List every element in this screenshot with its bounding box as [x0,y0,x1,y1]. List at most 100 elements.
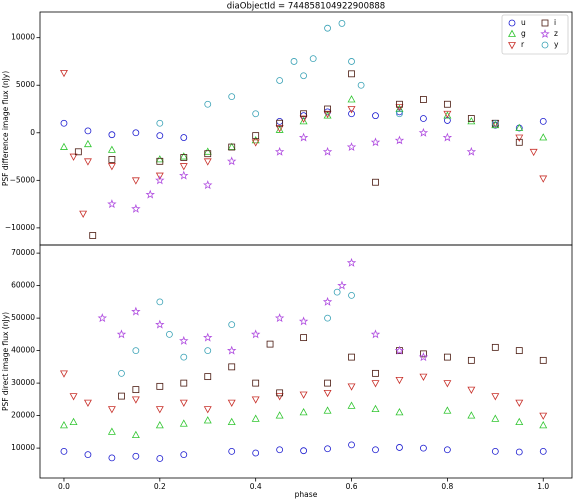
point [515,417,524,426]
point [491,119,499,127]
point [275,125,284,133]
point [467,117,476,125]
point [107,406,116,414]
point [491,120,500,129]
point [156,382,164,390]
point [132,386,140,394]
x-axis-label: phase [295,490,318,499]
point [491,414,500,422]
point [108,156,116,163]
point [69,393,78,401]
point [59,421,68,429]
y-tick-label: −5000 [10,175,36,184]
point [228,93,236,101]
point [394,345,405,355]
point [347,401,356,409]
point [323,111,332,119]
point [179,152,188,160]
point [443,380,452,388]
point [275,411,284,419]
point [276,446,284,454]
point [155,406,164,414]
point [228,143,236,151]
point [204,347,212,355]
point [467,115,475,122]
point [515,138,523,146]
point [155,155,164,163]
point [372,178,379,186]
point [274,313,285,323]
point [252,132,260,140]
point [323,110,332,119]
point [204,150,212,158]
x-tick-label: 0.4 [250,482,262,491]
legend-marker [540,29,550,38]
y-tick-label: 70000 [11,248,35,257]
point [333,288,341,296]
point [467,386,476,394]
point [348,353,355,361]
point [252,110,260,118]
point [179,163,188,171]
point [443,353,451,361]
point [443,406,452,414]
point [372,369,379,377]
point [251,396,260,404]
point [300,447,308,455]
point [491,343,499,351]
x-tick-label: 0.8 [441,482,453,491]
point [491,120,500,128]
x-tick-label: 0.6 [346,482,358,491]
point [276,389,284,397]
point [203,147,212,155]
point [180,134,188,141]
point [298,316,309,326]
point [337,280,347,290]
point [539,133,548,141]
point [395,104,404,112]
point [97,313,108,323]
point [74,148,82,156]
point [69,153,78,161]
point [539,175,548,183]
point [394,135,405,145]
point [290,58,298,65]
point [227,417,236,426]
point [491,447,499,455]
point [132,129,140,137]
point [539,421,548,429]
y-tick-label: 20000 [11,411,35,420]
x-tick-label: 0.2 [154,482,166,491]
point [324,379,331,387]
point [227,142,236,150]
point [59,370,68,378]
legend-marker [541,19,549,27]
point [299,408,308,416]
point [155,175,165,185]
point [116,329,127,339]
point [395,408,404,416]
y-axis-label: PSF difference image flux (nJy) [1,71,10,186]
point [300,72,308,80]
point [252,449,260,457]
point [108,454,116,462]
point [515,399,524,407]
point [347,383,356,391]
point [539,412,548,420]
point [348,441,355,449]
point [108,131,116,139]
point [370,137,381,147]
point [156,298,164,306]
point [156,132,164,140]
point [251,414,260,422]
point [276,119,284,127]
point [539,447,547,455]
point [155,319,165,329]
point [227,345,237,355]
point [539,356,547,364]
point [348,70,355,78]
point [83,399,92,407]
point [227,156,237,166]
legend-marker [541,41,549,49]
